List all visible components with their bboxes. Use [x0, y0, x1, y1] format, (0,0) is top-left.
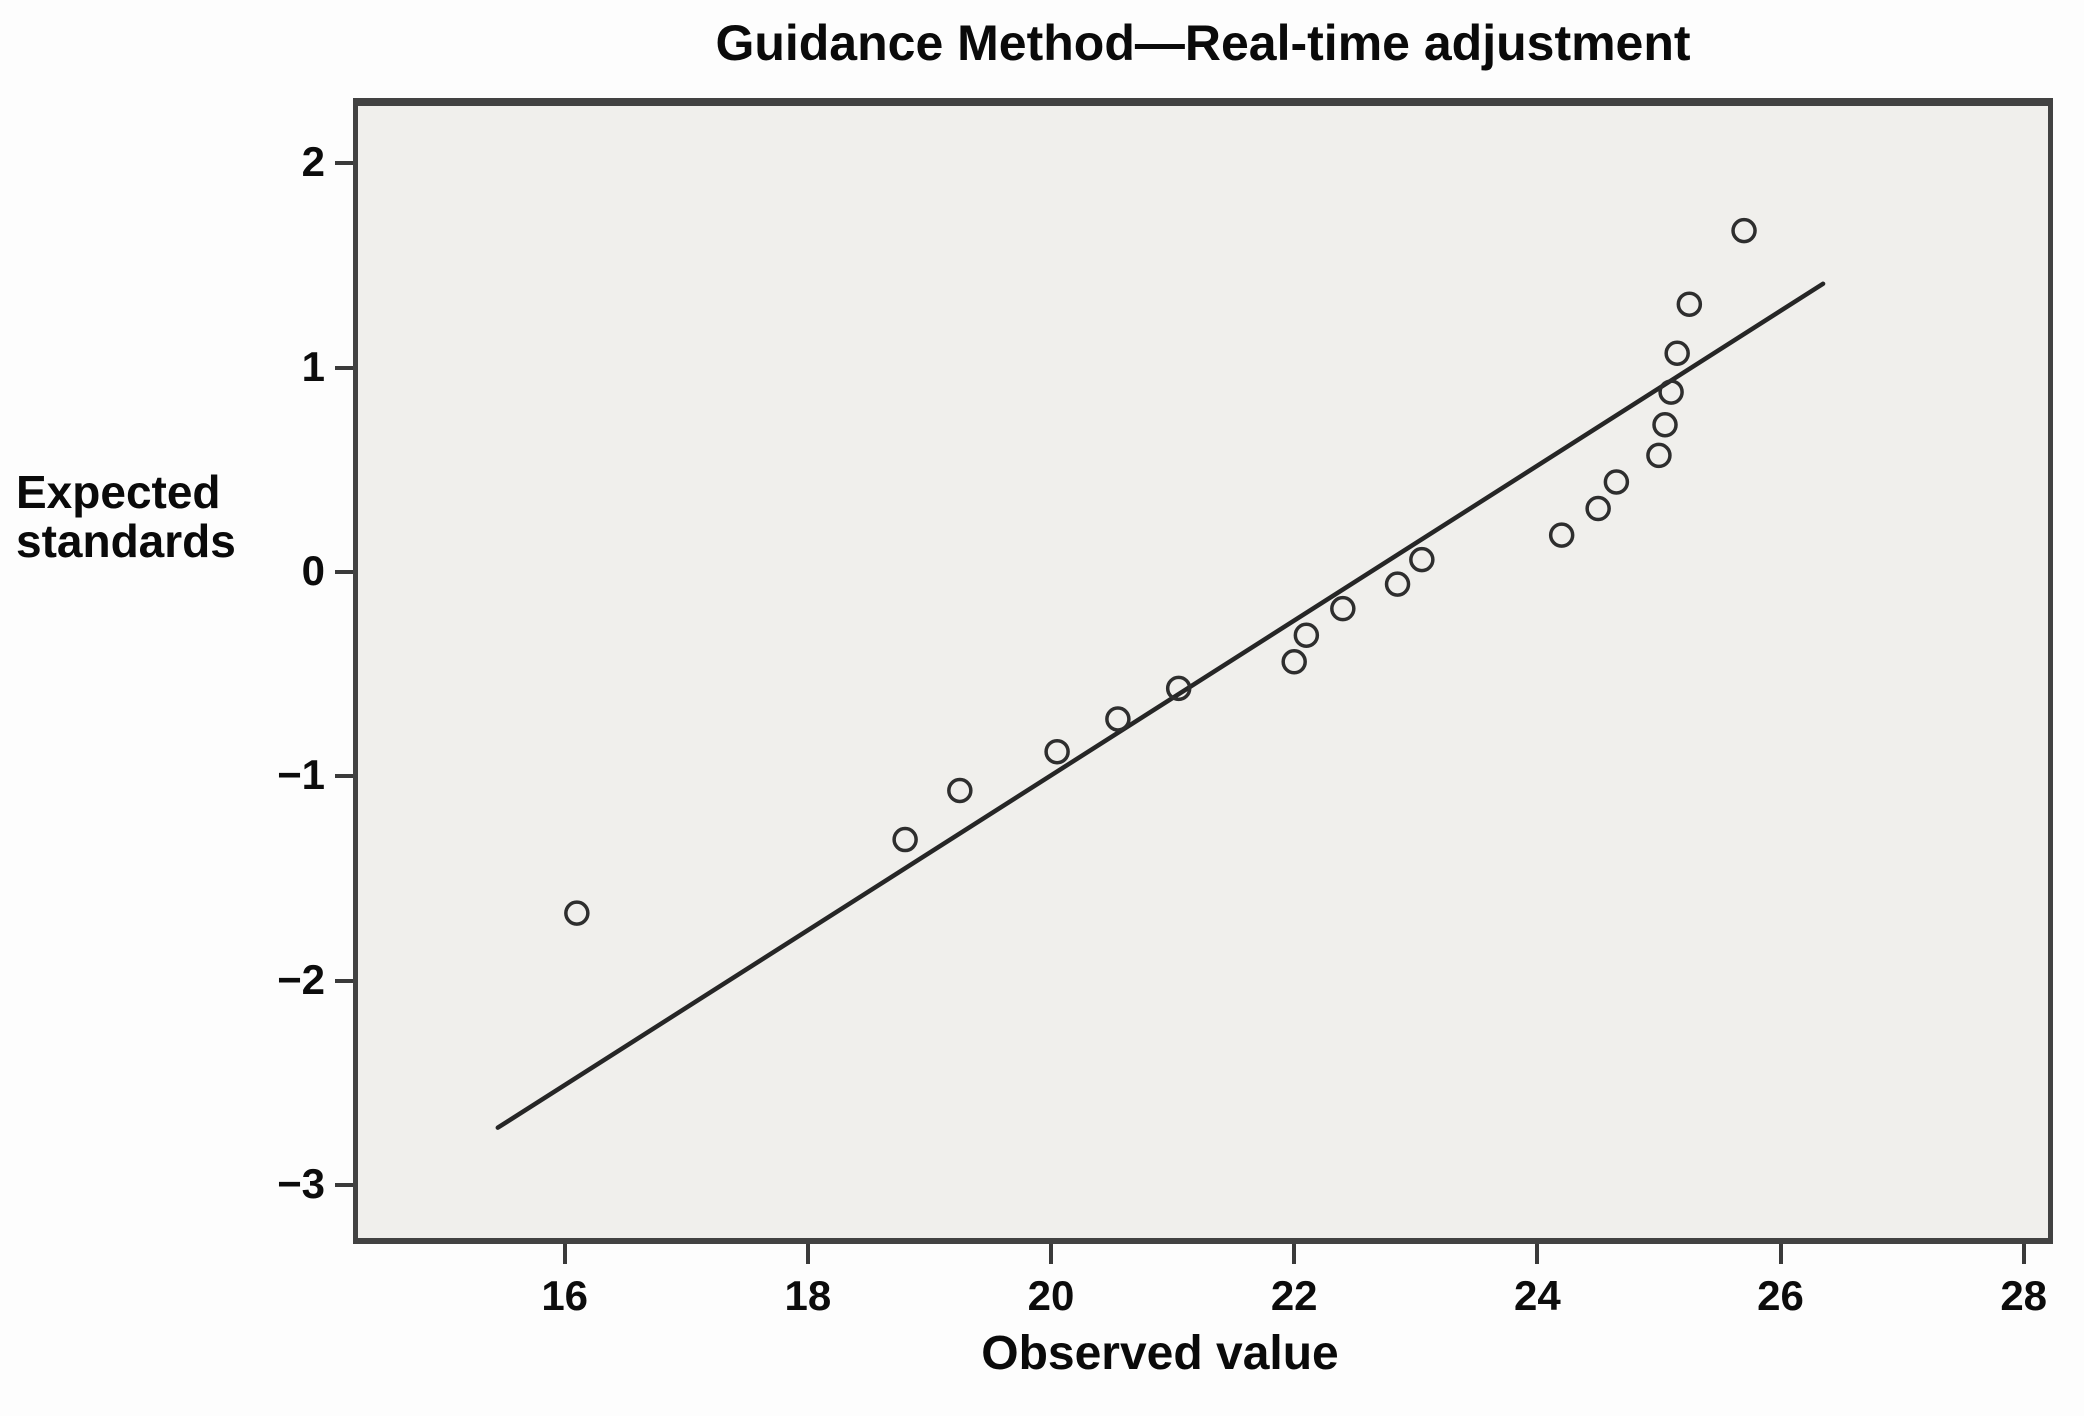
- data-point: [1548, 522, 1575, 548]
- data-point: [1105, 706, 1131, 732]
- data-point: [1676, 291, 1703, 317]
- y-tick-label: 1: [301, 342, 325, 390]
- data-point: [1646, 442, 1672, 469]
- plot-area: [353, 98, 2053, 1244]
- data-point: [947, 777, 973, 804]
- y-tick-label: −2: [277, 955, 325, 1003]
- x-tick: [2021, 1244, 2026, 1264]
- data-point: [564, 900, 590, 926]
- y-tick-label: −3: [277, 1159, 325, 1207]
- y-tick-label: 0: [301, 546, 325, 594]
- y-axis-title: Expected standards: [16, 466, 236, 567]
- data-point: [1165, 675, 1192, 702]
- y-tick: [335, 1182, 353, 1187]
- data-point: [1409, 546, 1435, 573]
- scatter-canvas: [495, 217, 1826, 1130]
- x-tick: [1778, 1244, 1783, 1264]
- y-tick: [335, 774, 353, 779]
- data-point: [1658, 379, 1684, 405]
- y-tick: [335, 978, 353, 983]
- trend-line: [495, 281, 1826, 1130]
- x-axis-title: Observed value: [981, 1327, 1339, 1380]
- data-point: [1044, 738, 1070, 765]
- x-tick: [1292, 1244, 1297, 1264]
- x-tick-label: 24: [1513, 1272, 1561, 1319]
- data-point: [1293, 622, 1320, 648]
- y-tick-label: 2: [301, 138, 325, 186]
- chart-title: Guidance Method—Real-time adjustment: [715, 15, 1691, 71]
- data-point: [892, 826, 918, 853]
- data-point: [1585, 495, 1611, 522]
- x-tick-label: 16: [541, 1272, 589, 1319]
- x-tick-label: 28: [2000, 1272, 2048, 1319]
- data-point: [1652, 412, 1678, 438]
- y-tick: [335, 365, 353, 370]
- data-point: [1603, 469, 1630, 495]
- x-tick: [805, 1244, 810, 1264]
- y-tick: [335, 161, 353, 166]
- x-tick-label: 22: [1270, 1272, 1318, 1319]
- data-point: [1731, 217, 1757, 244]
- data-point: [1281, 649, 1307, 675]
- data-point: [1384, 571, 1411, 597]
- x-tick: [562, 1244, 567, 1264]
- y-tick: [335, 569, 353, 574]
- x-tick-label: 20: [1027, 1272, 1075, 1319]
- data-point: [1664, 340, 1690, 366]
- x-tick: [1535, 1244, 1540, 1264]
- y-tick-label: −1: [277, 751, 325, 799]
- x-tick-label: 18: [784, 1272, 832, 1319]
- x-tick-label: 26: [1757, 1272, 1804, 1319]
- data-point: [1330, 595, 1356, 622]
- x-tick: [1049, 1244, 1054, 1264]
